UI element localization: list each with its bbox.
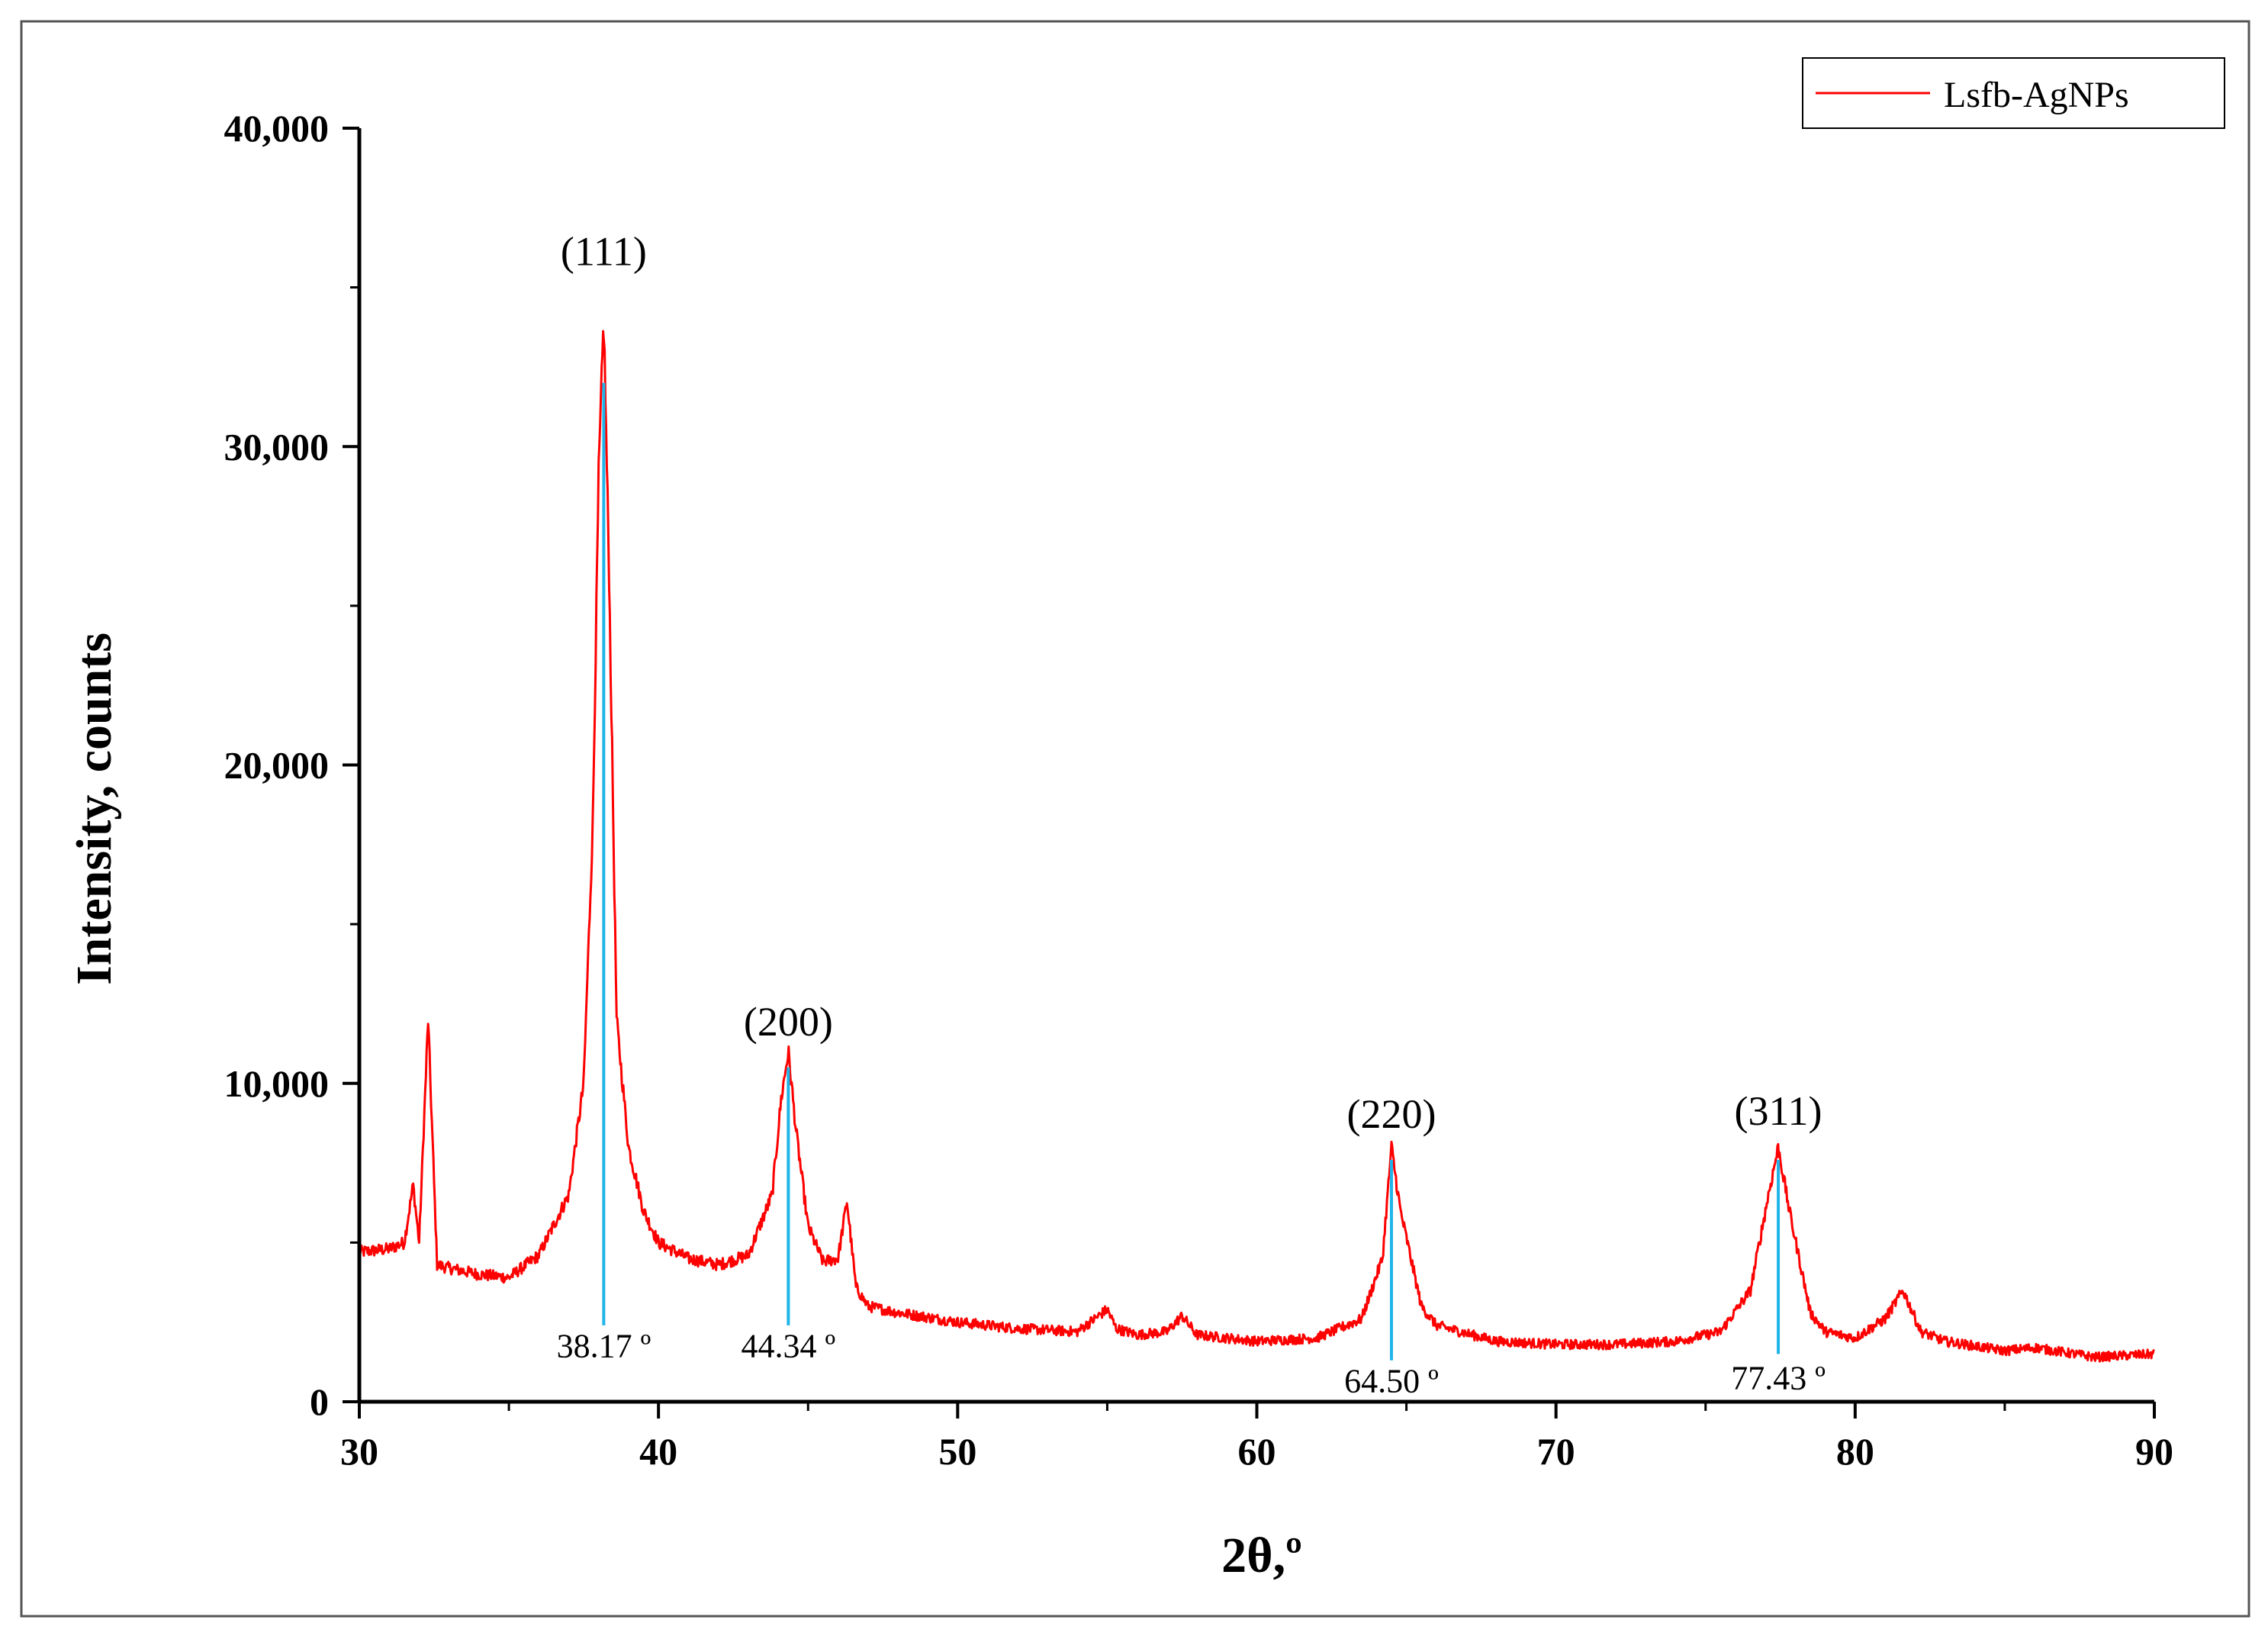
peak-annotations: (111) 38.17 º (200) 44.34 º (220) 64.50 º (311… [557,228,1826,1399]
x-tick-label: 50 [938,1430,976,1473]
x-tick-label: 30 [340,1430,378,1473]
x-tick-label: 40 [639,1430,677,1473]
peak-position-label: 38.17 º [557,1328,651,1365]
legend-label: Lsfb-AgNPs [1944,75,2129,115]
x-axis-ticks: 30 40 50 60 70 80 90 [340,1402,2173,1473]
chart-frame [20,20,2250,1618]
y-tick-label: 10,000 [224,1062,330,1105]
x-axis-label: 2θ,º [1221,1528,1302,1583]
y-tick-label: 0 [310,1380,329,1423]
legend: Lsfb-AgNPs [1802,57,2225,129]
series-line-lsfb-agnps [358,330,2155,1363]
y-tick-label: 20,000 [224,744,330,787]
peak-hkl-label: (200) [744,999,833,1045]
y-tick-label: 40,000 [224,107,330,150]
peak-hkl-label: (220) [1346,1091,1436,1137]
y-axis-label: Intensity, counts [66,633,122,985]
x-tick-label: 90 [2135,1430,2173,1473]
x-tick-label: 80 [1836,1430,1874,1473]
plot-area [358,330,2155,1363]
y-tick-label: 30,000 [224,425,330,468]
peak-position-label: 77.43 º [1731,1359,1826,1396]
x-tick-label: 60 [1238,1430,1276,1473]
peak-position-label: 44.34 º [742,1328,836,1365]
x-tick-label: 70 [1537,1430,1575,1473]
peak-position-label: 64.50 º [1344,1362,1439,1399]
peak-hkl-label: (311) [1735,1088,1822,1134]
y-axis-ticks: 0 10,000 20,000 30,000 40,000 [224,107,359,1423]
peak-hkl-label: (111) [561,228,647,274]
